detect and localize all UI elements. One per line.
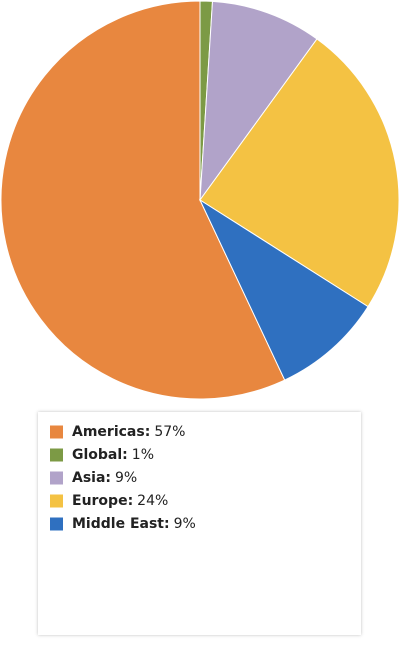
pie	[0, 0, 400, 400]
legend-value: 9%	[115, 470, 137, 486]
legend-value: 9%	[174, 516, 196, 532]
legend-name: Asia:	[72, 470, 111, 486]
legend-box	[38, 412, 361, 635]
pie-slice	[199, 38, 400, 308]
legend-label: Americas: 57%	[72, 424, 185, 440]
legend-value: 57%	[154, 424, 185, 440]
legend-swatch	[50, 494, 63, 508]
legend-swatch	[50, 425, 63, 439]
legend-name: Americas:	[72, 424, 150, 440]
legend-label: Asia: 9%	[72, 470, 137, 486]
legend-value: 24%	[137, 493, 168, 509]
legend: Americas: 57%Global: 1%Asia: 9%Europe: 24%Mi…	[50, 424, 196, 532]
legend-swatch	[50, 448, 63, 462]
legend-label: Global: 1%	[72, 447, 154, 463]
pie-slice	[0, 0, 286, 400]
pie-slice	[198, 198, 369, 381]
pie-slice	[199, 0, 318, 202]
legend-name: Global:	[72, 447, 128, 463]
legend-name: Europe:	[72, 493, 133, 509]
legend-swatch	[50, 517, 63, 531]
legend-label: Europe: 24%	[72, 493, 168, 509]
legend-swatch	[50, 471, 63, 485]
legend-value: 1%	[132, 447, 154, 463]
legend-name: Middle East:	[72, 516, 170, 532]
legend-label: Middle East: 9%	[72, 516, 196, 532]
